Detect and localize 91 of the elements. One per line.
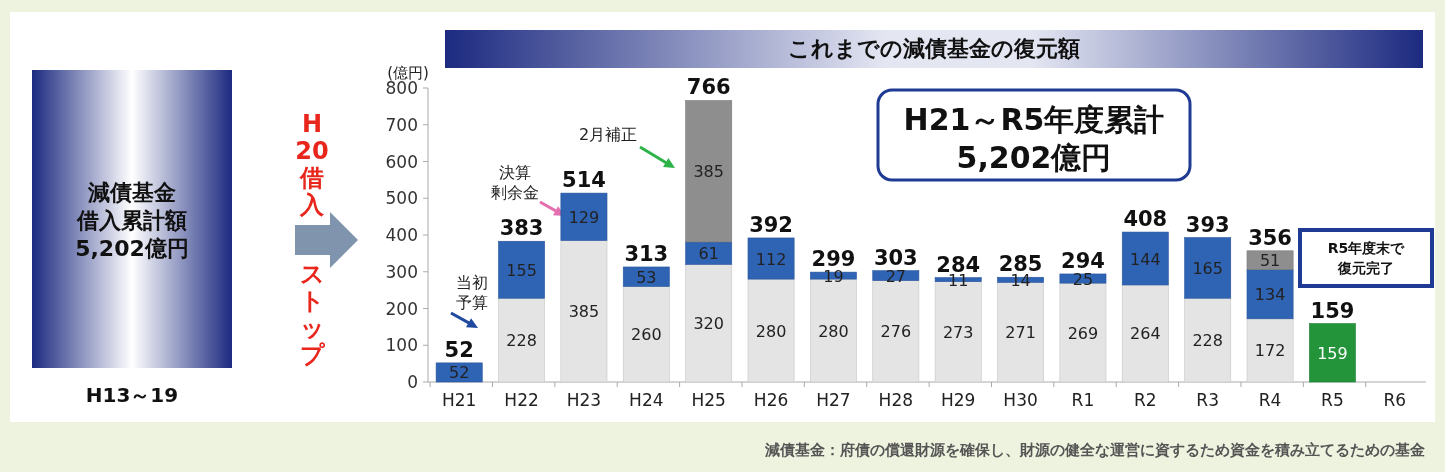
data-label: 228	[506, 331, 537, 351]
x-tick-label: R1	[1071, 390, 1095, 410]
data-label: 385	[568, 302, 600, 322]
data-label: 273	[942, 322, 974, 342]
y-tick-label: 200	[385, 298, 418, 319]
bar	[685, 264, 733, 383]
total-label: 383	[499, 216, 544, 241]
y-tick-label: 500	[385, 188, 418, 209]
x-tick-label: H23	[566, 390, 602, 410]
y-tick-label: 700	[385, 114, 418, 135]
x-tick-label: H28	[878, 390, 914, 410]
data-label: 165	[1192, 258, 1223, 278]
x-tick-label: H22	[504, 390, 539, 410]
bar	[1246, 269, 1294, 320]
bar	[1184, 297, 1232, 383]
bar	[1121, 231, 1169, 286]
x-tick-label: H21	[441, 390, 477, 410]
x-tick-label: R3	[1196, 390, 1220, 410]
data-label: 155	[506, 260, 537, 280]
data-label: 129	[568, 207, 600, 227]
data-label: 260	[631, 325, 662, 345]
text: H20借入ストップ	[295, 110, 329, 369]
annotation: H21～R5年度累計 5,202億円	[903, 102, 1165, 175]
total-label: 393	[1185, 212, 1230, 237]
annotation: R5年度末で復元完了	[1327, 240, 1406, 276]
bar	[560, 240, 608, 383]
data-label: 280	[755, 321, 787, 341]
x-tick-label: R4	[1258, 390, 1282, 410]
total-label: 408	[1123, 207, 1168, 232]
bar	[1246, 318, 1294, 383]
bar	[498, 297, 545, 383]
x-tick-label: H29	[940, 390, 976, 410]
y-tick-label: 300	[385, 261, 418, 282]
total-label: 514	[562, 168, 606, 193]
data-label: 228	[1192, 331, 1223, 351]
x-tick-label: H27	[816, 390, 851, 410]
data-label: 320	[693, 314, 724, 334]
data-label: 264	[1130, 324, 1161, 344]
y-tick-label: 400	[385, 225, 418, 245]
text: 減債基金：府債の償還財源を確保し、財源の健全な運営に資するため資金を積み立てるための基金	[764, 441, 1425, 459]
y-tick-label: 600	[385, 151, 418, 172]
annotation: 決算剰余金	[491, 163, 539, 202]
x-tick-label: R5	[1321, 390, 1344, 410]
text: 減債基金借入累計額5,202億円	[75, 180, 189, 261]
data-label: 52	[449, 363, 470, 383]
bar	[685, 100, 733, 243]
total-label: 356	[1248, 225, 1292, 250]
chart-title: これまでの減債基金の復元額	[788, 36, 1080, 61]
data-label: 134	[1254, 285, 1286, 305]
data-label: 144	[1130, 249, 1161, 269]
y-axis-title: (億円)	[387, 64, 429, 82]
bar	[1059, 273, 1107, 284]
bar	[498, 240, 545, 299]
text: H13～19	[85, 383, 179, 407]
annotation: 当初予算	[456, 273, 488, 312]
total-label: 766	[686, 75, 731, 100]
bar	[622, 286, 670, 383]
bar	[622, 266, 670, 287]
y-tick-label: 100	[385, 335, 418, 356]
total-label: 313	[624, 241, 669, 266]
data-label: 61	[698, 244, 719, 264]
x-tick-label: H30	[1003, 390, 1038, 410]
bar	[747, 278, 795, 383]
data-label: 159	[1317, 343, 1348, 363]
x-tick-label: H25	[691, 390, 726, 410]
data-label: 280	[818, 321, 849, 341]
bar	[1184, 237, 1232, 299]
data-label: 276	[880, 322, 912, 342]
data-label: 53	[636, 267, 657, 287]
total-label: 392	[749, 212, 793, 237]
x-tick-label: R6	[1383, 390, 1407, 410]
data-label: 269	[1067, 323, 1099, 343]
y-tick-label: 0	[407, 372, 418, 392]
bar	[560, 192, 608, 241]
x-tick-label: R2	[1133, 390, 1157, 410]
bar	[1121, 284, 1169, 383]
bar	[1246, 250, 1294, 270]
data-label: 172	[1254, 341, 1286, 361]
total-label: 159	[1310, 298, 1355, 323]
x-tick-label: H26	[753, 390, 789, 410]
bar	[1309, 323, 1356, 383]
bar	[435, 362, 483, 383]
total-label: 52	[444, 337, 474, 362]
data-label: 112	[755, 249, 787, 269]
x-tick-label: H24	[629, 390, 664, 410]
data-label: 51	[1259, 251, 1281, 271]
annotation: 2月補正	[578, 125, 638, 144]
bar	[872, 280, 920, 383]
data-label: 385	[693, 162, 724, 182]
bar	[747, 237, 795, 280]
data-label: 271	[1005, 323, 1036, 343]
